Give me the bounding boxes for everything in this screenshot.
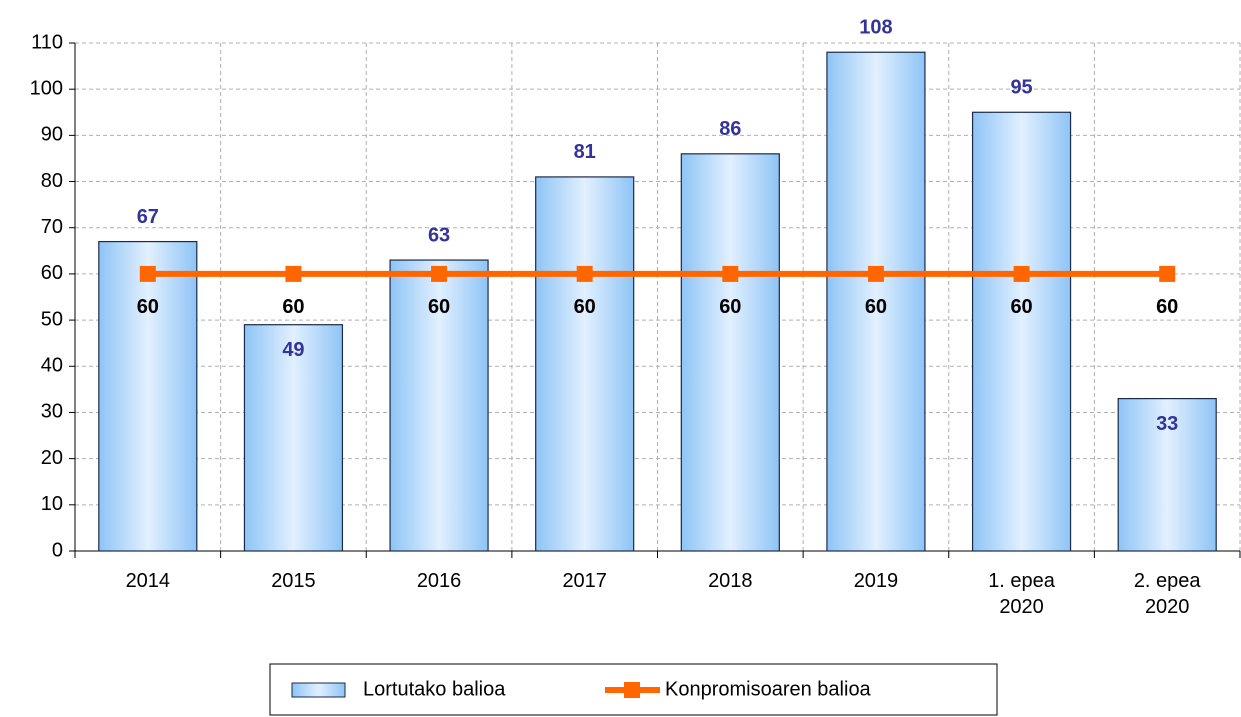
x-tick-label: 1. epea 2020	[988, 570, 1055, 618]
line-marker	[431, 265, 448, 282]
line-value-label: 60	[865, 296, 887, 318]
y-tick-label: 50	[41, 308, 63, 330]
bar-value-label: 67	[137, 206, 159, 228]
bar	[971, 111, 1072, 552]
bar	[680, 153, 780, 552]
bar	[98, 240, 198, 552]
line-marker	[576, 265, 593, 282]
line-value-label: 60	[719, 296, 741, 318]
bar-value-label: 86	[719, 118, 741, 140]
y-tick-label: 10	[41, 493, 63, 515]
y-tick-label: 100	[30, 77, 63, 99]
line-value-label: 60	[282, 296, 304, 318]
legend-label: Konpromisoaren balioa	[665, 678, 872, 700]
bar	[826, 51, 926, 552]
bar	[389, 259, 489, 552]
y-tick-label: 40	[41, 355, 63, 377]
bar	[243, 324, 344, 552]
y-tick-label: 20	[41, 447, 63, 469]
line-marker	[1013, 265, 1030, 282]
x-tick-label: 2. epea 2020	[1133, 570, 1201, 618]
line-value-label: 60	[137, 296, 159, 318]
y-tick-label: 70	[41, 216, 63, 238]
bar	[1117, 398, 1217, 552]
y-tick-label: 90	[41, 124, 63, 146]
line-marker	[722, 265, 739, 282]
y-tick-label: 80	[41, 170, 63, 192]
line-marker	[867, 265, 884, 282]
line-marker	[139, 265, 156, 282]
y-tick-label: 60	[41, 262, 63, 284]
line-value-label: 60	[574, 296, 596, 318]
legend-label: Lortutako balioa	[363, 678, 506, 700]
y-tick-label: 0	[52, 539, 63, 561]
bar-value-label: 108	[859, 17, 892, 39]
line-value-label: 60	[1010, 296, 1032, 318]
bar-value-label: 49	[282, 339, 304, 361]
x-tick-label: 2014	[125, 570, 171, 592]
bar-value-label: 63	[428, 224, 450, 246]
y-tick-label: 110	[31, 31, 63, 53]
x-tick-label: 2017	[562, 570, 607, 592]
y-tick-label: 30	[41, 401, 63, 423]
x-tick-label: 2016	[416, 570, 462, 592]
x-tick-label: 2018	[708, 570, 753, 592]
bar-value-label: 81	[574, 141, 596, 163]
x-tick-label: 2019	[853, 570, 899, 592]
legend-marker	[624, 682, 640, 698]
legend-swatch	[291, 682, 346, 698]
line-value-label: 60	[428, 296, 450, 318]
bar-value-label: 95	[1010, 77, 1032, 99]
bar	[535, 176, 635, 552]
line-marker	[285, 265, 302, 282]
x-tick-label: 2015	[271, 570, 316, 592]
line-value-label: 60	[1156, 296, 1178, 318]
bar-value-label: 33	[1156, 413, 1178, 435]
line-marker	[1159, 265, 1176, 282]
